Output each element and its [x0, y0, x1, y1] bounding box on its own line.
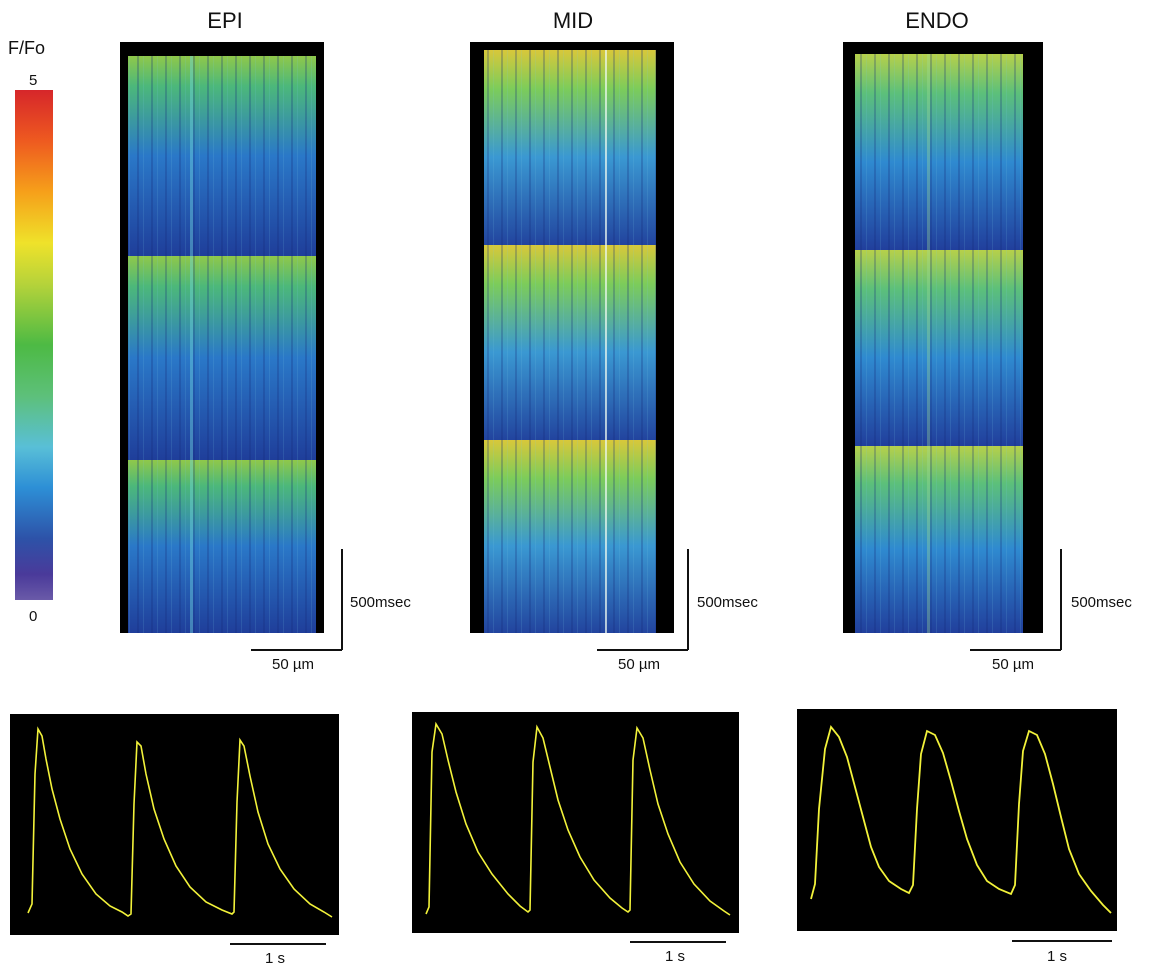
time-scale-bar-epi [341, 549, 343, 650]
colorbar-min-label: 0 [29, 608, 38, 625]
colorbar [15, 90, 53, 600]
time-scale-label-endo: 500msec [1071, 594, 1132, 611]
space-scale-label-epi: 50 µm [272, 656, 314, 673]
space-scale-bar-mid [597, 649, 688, 651]
time-scale-bar-endo [1060, 549, 1062, 650]
space-scale-bar-endo [970, 649, 1061, 651]
trace-time-scale-bar-endo [1012, 940, 1112, 942]
panel-title-mid: MID [552, 8, 594, 33]
colorbar-max-label: 5 [29, 72, 38, 89]
calcium-trace-mid [412, 712, 739, 933]
panel-title-endo: ENDO [905, 8, 969, 33]
trace-time-scale-label-endo: 1 s [1047, 948, 1068, 965]
space-scale-bar-epi [251, 649, 342, 651]
time-scale-bar-mid [687, 549, 689, 650]
trace-time-scale-label-mid: 1 s [665, 948, 686, 965]
trace-time-scale-label-epi: 1 s [265, 950, 286, 967]
panel-title-epi: EPI [207, 8, 243, 33]
trace-time-scale-bar-epi [230, 943, 326, 945]
trace-time-scale-bar-mid [630, 941, 726, 943]
linescan-image-endo [843, 42, 1043, 633]
time-scale-label-mid: 500msec [697, 594, 758, 611]
linescan-image-epi [120, 42, 324, 633]
space-scale-label-mid: 50 µm [618, 656, 660, 673]
colorbar-label: F/Fo [8, 38, 46, 58]
time-scale-label-epi: 500msec [350, 594, 411, 611]
linescan-image-mid [470, 42, 674, 633]
calcium-trace-endo [797, 709, 1117, 931]
calcium-trace-epi [10, 714, 339, 935]
space-scale-label-endo: 50 µm [992, 656, 1034, 673]
